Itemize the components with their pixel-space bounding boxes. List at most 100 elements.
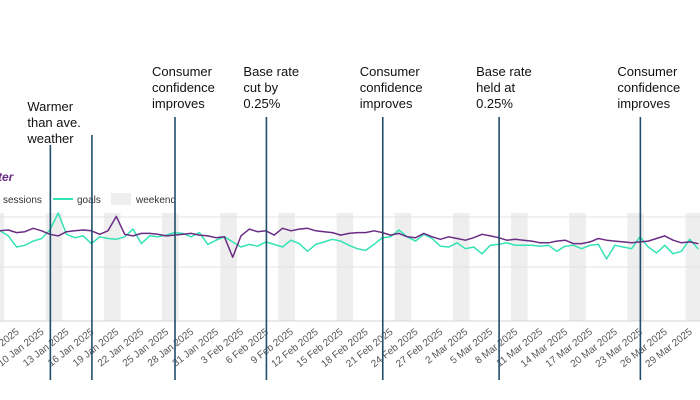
- sessions-point: [398, 232, 400, 234]
- sessions-point: [606, 239, 608, 241]
- sessions-point: [99, 233, 101, 235]
- goals-point: [340, 240, 342, 242]
- sessions-point: [464, 239, 466, 241]
- goals-point: [298, 243, 300, 245]
- goals-point: [431, 237, 433, 240]
- annotation-label: Base rate held at 0.25%: [476, 64, 532, 111]
- sessions-point: [290, 230, 292, 232]
- goals-point: [539, 245, 541, 247]
- goals-point: [614, 244, 616, 246]
- sessions-point: [323, 231, 325, 233]
- goals-point: [672, 253, 674, 255]
- sessions-point: [431, 236, 433, 238]
- goals-point: [215, 239, 217, 241]
- goals-point: [506, 242, 508, 244]
- sessions-point: [456, 237, 458, 240]
- sessions-point: [315, 230, 317, 232]
- sessions-point: [489, 235, 491, 237]
- sessions-point: [32, 227, 34, 229]
- sessions-point: [506, 239, 508, 241]
- sessions-point: [581, 243, 583, 245]
- goals-point: [589, 244, 591, 246]
- goals-point: [531, 244, 533, 246]
- sessions-point: [481, 233, 483, 235]
- goals-point: [132, 228, 134, 230]
- goals-point: [99, 236, 101, 238]
- legend-label-sessions: sessions: [3, 195, 42, 206]
- annotation: Consumer confidence improves: [617, 64, 680, 380]
- goals-point: [365, 249, 367, 251]
- chart-title-fragment: ter: [0, 170, 15, 184]
- series-goals: [0, 212, 699, 260]
- sessions-point: [672, 239, 674, 241]
- goals-point: [82, 235, 84, 237]
- sessions-point: [522, 239, 525, 241]
- sessions-point: [232, 256, 234, 258]
- sessions-point: [298, 228, 300, 230]
- annotation: Warmer than ave. weather: [26, 99, 81, 380]
- goals-point: [697, 248, 699, 250]
- sessions-point: [531, 240, 533, 242]
- goals-point: [115, 238, 117, 240]
- sessions-point: [423, 232, 425, 234]
- goals-point: [556, 250, 558, 252]
- goals-point: [414, 240, 417, 242]
- sessions-point: [680, 242, 683, 244]
- annotation: Base rate cut by 0.25%: [243, 64, 299, 380]
- goals-point: [240, 246, 242, 248]
- sessions-point: [589, 241, 591, 243]
- annotation: Consumer confidence improves: [360, 64, 423, 380]
- sessions-point: [390, 234, 392, 236]
- goals-point: [680, 250, 683, 252]
- sessions-point: [124, 233, 126, 235]
- goals-point: [481, 253, 483, 255]
- goals-point: [398, 229, 400, 231]
- sessions-point: [572, 243, 575, 245]
- goals-point: [448, 246, 450, 248]
- sessions-point: [140, 232, 142, 234]
- goals-point: [315, 243, 317, 245]
- sessions-point: [348, 232, 350, 234]
- goals-point: [631, 248, 633, 250]
- goals-point: [655, 252, 658, 254]
- goals-point: [606, 258, 608, 260]
- goals-point: [597, 243, 599, 245]
- sessions-point: [82, 229, 84, 231]
- goals-point: [232, 241, 234, 243]
- goals-point: [74, 237, 76, 239]
- goals-point: [207, 243, 209, 245]
- annotation: Base rate held at 0.25%: [476, 64, 532, 380]
- sessions-point: [165, 235, 167, 237]
- goals-point: [664, 244, 666, 246]
- sessions-point: [115, 215, 117, 217]
- goals-point: [16, 246, 18, 248]
- sessions-point: [24, 231, 26, 233]
- sessions-point: [473, 237, 475, 239]
- goals-point: [190, 236, 192, 238]
- legend-label-weekend: weekend: [135, 195, 176, 206]
- sessions-point: [697, 243, 699, 245]
- goals-point: [248, 243, 250, 245]
- goals-point: [647, 246, 649, 248]
- goals-point: [24, 244, 26, 246]
- goals-point: [157, 236, 159, 238]
- goals-point: [273, 243, 275, 245]
- legend: ter sessions goals weekend: [0, 170, 176, 206]
- sessions-point: [597, 237, 599, 240]
- annotation-label: Consumer confidence improves: [152, 64, 215, 111]
- goals-point: [572, 244, 575, 246]
- legend-label-goals: goals: [77, 195, 101, 206]
- goals-point: [373, 243, 375, 245]
- sessions-point: [74, 230, 76, 232]
- goals-point: [464, 248, 466, 250]
- sessions-point: [448, 236, 450, 238]
- goals-point: [65, 233, 68, 235]
- sessions-point: [190, 232, 192, 234]
- sessions-point: [365, 232, 367, 234]
- goals-point: [522, 244, 525, 246]
- sessions-point: [240, 235, 242, 237]
- goals-point: [107, 237, 109, 240]
- goals-point: [124, 236, 126, 238]
- goals-point: [290, 239, 292, 241]
